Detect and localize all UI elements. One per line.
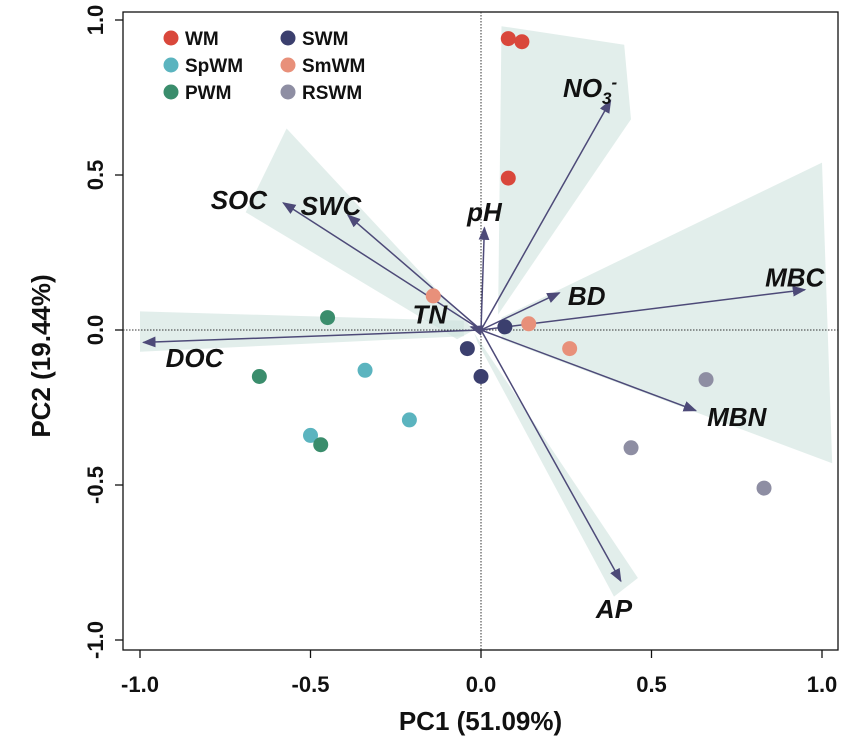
point-rswm (623, 440, 639, 456)
x-tick-label: -1.0 (121, 672, 159, 697)
vector-mbn (480, 329, 698, 412)
vector-soc (282, 202, 482, 331)
legend-label-swm: SWM (302, 29, 348, 50)
legend-marker-wm (163, 30, 179, 46)
vector-label-swc: SWC (301, 191, 363, 221)
point-pwm (313, 437, 329, 453)
point-rswm (756, 480, 772, 496)
point-wm (514, 34, 530, 50)
y-tick-label: -0.5 (83, 466, 108, 504)
vector-label-mbn: MBN (707, 402, 767, 432)
x-axis-title: PC1 (51.09%) (399, 706, 562, 736)
axes: -1.0 -0.5 0.0 0.5 1.0 1.0 0.5 0.0 -0.5 -1.0 (83, 5, 839, 697)
legend: WM SWM SpWM SmWM PWM RSWM (163, 29, 365, 104)
shaded-regions (140, 26, 833, 597)
point-wm (500, 31, 516, 47)
vector-ph (478, 226, 490, 331)
vector-label-ap: AP (595, 594, 633, 624)
y-tick-label: 0.0 (83, 315, 108, 346)
vector-label-tn: TN (413, 300, 449, 330)
sample-points (251, 31, 772, 496)
y-tick-label: 1.0 (83, 5, 108, 36)
point-swm (497, 319, 513, 335)
vector-swc (346, 214, 482, 331)
point-swm (473, 369, 489, 384)
legend-label-pwm: PWM (185, 83, 231, 104)
y-tick-label: -1.0 (83, 621, 108, 659)
vector-label-bd: BD (568, 281, 606, 311)
vector-label-doc: DOC (166, 343, 225, 373)
x-tick-label: 0.5 (636, 672, 667, 697)
shaded-region-3 (245, 128, 475, 340)
vector-label-soc: SOC (211, 185, 269, 215)
vector-no3 (480, 99, 612, 331)
point-spwm (357, 362, 373, 378)
point-rswm (698, 372, 714, 388)
y-tick-label: 0.5 (83, 160, 108, 191)
legend-marker-pwm (163, 84, 179, 100)
shaded-region-4 (140, 311, 464, 352)
x-tick-label: 0.0 (466, 672, 497, 697)
x-tick-label: -0.5 (292, 672, 330, 697)
legend-marker-spwm (163, 57, 179, 73)
vector-label-ph: pH (466, 197, 503, 227)
vector-ap (480, 329, 622, 583)
legend-label-spwm: SpWM (185, 56, 243, 77)
y-axis-title: PC2 (19.44%) (26, 274, 56, 437)
legend-label-smwm: SmWM (302, 56, 365, 77)
point-spwm (401, 412, 417, 428)
shaded-region-2 (501, 162, 833, 464)
point-smwm (521, 316, 537, 332)
x-tick-label: 1.0 (807, 672, 838, 697)
vector-doc (142, 329, 482, 348)
legend-marker-rswm (280, 84, 296, 100)
legend-label-wm: WM (185, 29, 219, 50)
vector-bd (480, 292, 561, 331)
point-pwm (320, 310, 336, 326)
point-spwm (303, 427, 318, 443)
legend-label-rswm: RSWM (302, 83, 362, 104)
vector-label-mbc: MBC (765, 262, 825, 292)
legend-marker-smwm (280, 57, 296, 73)
legend-marker-swm (280, 30, 296, 46)
point-wm (500, 170, 516, 186)
point-smwm (425, 288, 441, 304)
point-swm (459, 341, 475, 357)
point-smwm (562, 341, 578, 357)
point-pwm (251, 369, 267, 384)
